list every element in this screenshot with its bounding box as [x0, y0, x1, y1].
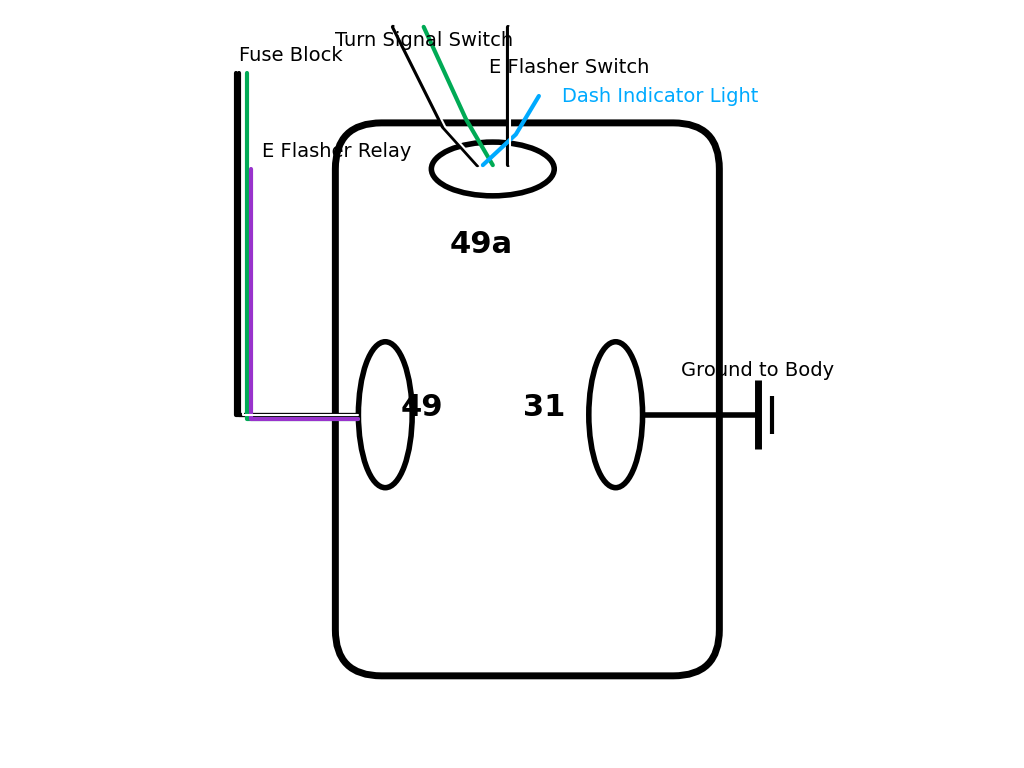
- Text: Fuse Block: Fuse Block: [240, 46, 343, 65]
- Text: 31: 31: [523, 392, 565, 422]
- Text: E Flasher Switch: E Flasher Switch: [489, 58, 649, 77]
- Text: Dash Indicator Light: Dash Indicator Light: [562, 87, 759, 106]
- Text: E Flasher Relay: E Flasher Relay: [262, 142, 412, 161]
- Text: 49: 49: [400, 392, 443, 422]
- Text: Turn Signal Switch: Turn Signal Switch: [336, 31, 513, 50]
- Text: 49a: 49a: [450, 230, 513, 260]
- Text: Ground to Body: Ground to Body: [681, 361, 835, 380]
- Ellipse shape: [431, 142, 554, 196]
- FancyBboxPatch shape: [336, 123, 719, 676]
- Ellipse shape: [358, 342, 413, 488]
- Ellipse shape: [589, 342, 643, 488]
